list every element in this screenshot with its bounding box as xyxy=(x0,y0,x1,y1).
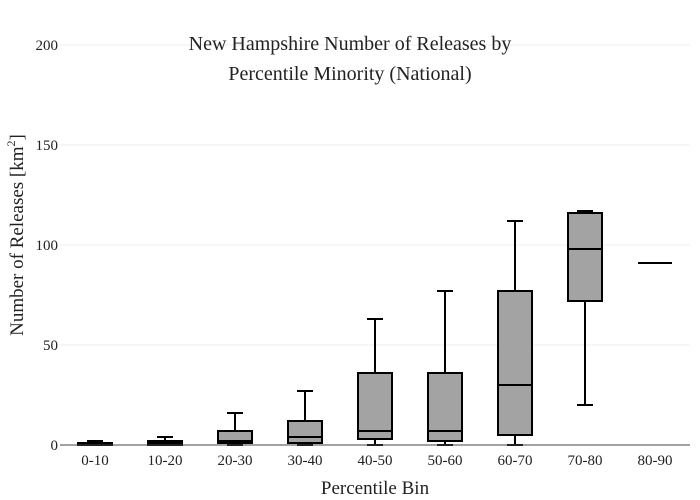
x-axis-ticks: 0-10 10-20 20-30 30-40 40-50 50-60 60-70 70-80 8… xyxy=(81,453,672,469)
box-20-30 xyxy=(217,412,253,446)
y-axis-label-main: Number of Releases [km xyxy=(7,146,28,336)
box-50-60 xyxy=(427,290,463,446)
box-10-20 xyxy=(147,436,183,446)
x-axis-label: Percentile Bin xyxy=(321,478,430,499)
x-tick-label: 70-80 xyxy=(568,453,603,469)
y-tick-label: 150 xyxy=(36,138,59,154)
box-40-50 xyxy=(357,318,393,446)
x-tick-label: 0-10 xyxy=(81,453,109,469)
box-60-70 xyxy=(497,220,533,446)
chart-title-line-2: Percentile Minority (National) xyxy=(228,63,471,85)
x-tick-label: 50-60 xyxy=(428,453,463,469)
y-axis-ticks: 0 50 100 150 200 xyxy=(36,38,59,454)
y-tick-label: 0 xyxy=(51,438,59,454)
y-tick-label: 50 xyxy=(43,338,58,354)
x-tick-label: 80-90 xyxy=(638,453,673,469)
x-tick-label: 30-40 xyxy=(288,453,323,469)
x-tick-label: 10-20 xyxy=(148,453,183,469)
iqr-box xyxy=(567,212,603,302)
box-70-80 xyxy=(567,210,603,406)
y-axis-label-superscript: 2 xyxy=(4,140,18,146)
box-30-40 xyxy=(287,390,323,446)
y-tick-label: 100 xyxy=(36,238,59,254)
iqr-box xyxy=(357,372,393,440)
x-tick-label: 60-70 xyxy=(498,453,533,469)
iqr-box xyxy=(427,372,463,442)
chart-title-line-1: New Hampshire Number of Releases by xyxy=(189,33,512,55)
x-tick-label: 40-50 xyxy=(358,453,393,469)
y-tick-label: 200 xyxy=(36,38,59,54)
box-series xyxy=(77,210,672,446)
x-tick-label: 20-30 xyxy=(218,453,253,469)
iqr-box xyxy=(497,290,533,436)
y-axis-label-close: ] xyxy=(7,134,28,140)
iqr-box xyxy=(287,420,323,444)
y-axis-label: Number of Releases [km2] xyxy=(4,134,28,336)
box-0-10 xyxy=(77,440,113,446)
